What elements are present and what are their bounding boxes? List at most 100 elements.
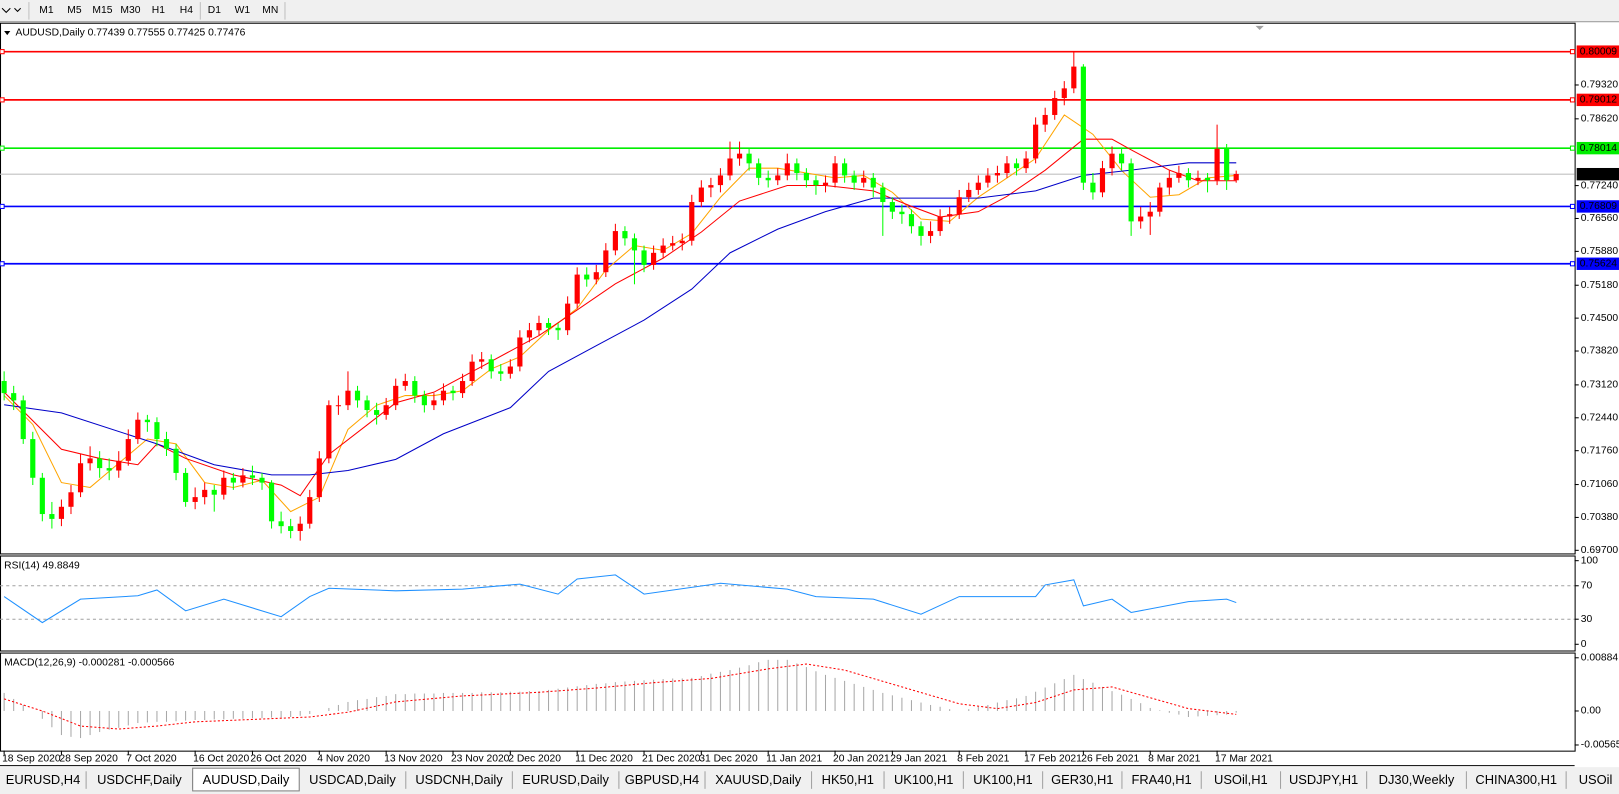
- tab-label[interactable]: USDCNH,Daily: [415, 772, 503, 787]
- level-handle[interactable]: [0, 49, 5, 55]
- tab[interactable]: GER30,H1: [1051, 771, 1123, 789]
- tab-label[interactable]: UK100,H1: [894, 772, 953, 787]
- level-handle[interactable]: [1569, 97, 1576, 103]
- level-handle[interactable]: [0, 145, 5, 151]
- tab[interactable]: EURUSD,H4: [6, 771, 87, 789]
- candle-body: [956, 197, 962, 215]
- tab[interactable]: HK50,H1: [822, 771, 885, 789]
- candle-body: [412, 381, 418, 396]
- x-tick-label: 23 Nov 2020: [451, 754, 510, 765]
- tab[interactable]: EURUSD,Daily: [522, 771, 620, 789]
- candle-body: [1013, 163, 1020, 169]
- candle-body: [68, 492, 74, 507]
- macd-bar: [1178, 710, 1180, 715]
- tab[interactable]: UK100,H1: [973, 771, 1044, 789]
- candle-body: [1061, 88, 1067, 99]
- candle-body: [765, 177, 771, 181]
- macd-bar: [366, 698, 368, 711]
- level-handle[interactable]: [1569, 261, 1576, 267]
- tab-label[interactable]: USDCAD,Daily: [309, 772, 396, 787]
- tab-label[interactable]: AUDUSD,Daily: [203, 772, 290, 787]
- macd-bar: [3, 692, 5, 711]
- candle-body: [450, 390, 456, 394]
- tab[interactable]: GBPUSD,H4: [625, 771, 706, 789]
- macd-bar: [1130, 698, 1132, 711]
- tab-label[interactable]: UK100,H1: [973, 772, 1032, 787]
- candle-body: [565, 303, 571, 331]
- tab[interactable]: USOil,H1: [1214, 771, 1282, 789]
- candle-body: [364, 400, 370, 411]
- timeframe-button[interactable]: D1: [208, 5, 221, 16]
- candle-body: [880, 187, 886, 203]
- tab-label[interactable]: DJ30,Weekly: [1379, 772, 1455, 787]
- tab-label[interactable]: XAUUSD,Daily: [715, 772, 802, 787]
- tab-label[interactable]: USDJPY,H1: [1289, 772, 1358, 787]
- timeframe-button[interactable]: M30: [120, 5, 140, 16]
- level-handle[interactable]: [0, 261, 5, 267]
- tab-label[interactable]: USOil: [1579, 772, 1613, 787]
- macd-bar: [261, 710, 263, 719]
- level-handle[interactable]: [0, 97, 5, 103]
- timeframe-button[interactable]: W1: [235, 5, 251, 16]
- macd-bar: [146, 710, 148, 723]
- tab-label[interactable]: FRA40,H1: [1131, 772, 1191, 787]
- tab[interactable]: DJ30,Weekly: [1379, 771, 1467, 789]
- tab-label[interactable]: EURUSD,H4: [6, 772, 81, 787]
- tab[interactable]: XAUUSD,Daily: [715, 771, 813, 789]
- level-handle[interactable]: [1569, 145, 1576, 151]
- candle-body: [612, 231, 618, 251]
- toolbar-dropdown[interactable]: [1, 7, 22, 14]
- macd-bar: [51, 710, 53, 728]
- level-handle[interactable]: [1569, 203, 1576, 210]
- macd-bar: [1187, 710, 1189, 717]
- tab-label[interactable]: HK50,H1: [822, 772, 874, 787]
- macd-bar: [815, 671, 817, 711]
- current-price-box: [1576, 167, 1619, 181]
- timeframe-button[interactable]: M15: [92, 5, 112, 16]
- tab[interactable]: FRA40,H1: [1131, 771, 1202, 789]
- candle-body: [899, 211, 905, 215]
- tab[interactable]: USDCNH,Daily: [415, 771, 513, 789]
- tab-label[interactable]: USOil,H1: [1214, 772, 1268, 787]
- timeframe-button[interactable]: M5: [67, 5, 82, 16]
- macd-bar: [290, 710, 292, 717]
- level-handle[interactable]: [0, 203, 5, 210]
- x-tick-label: 11 Dec 2020: [575, 754, 633, 765]
- symbol-menu-arrow[interactable]: [4, 30, 11, 36]
- candle-body: [326, 405, 332, 459]
- candle-body: [49, 514, 55, 519]
- tab[interactable]: USDCAD,Daily: [309, 771, 407, 789]
- candle-body: [1052, 98, 1058, 115]
- timeframe-button[interactable]: MN: [262, 5, 278, 16]
- level-handle[interactable]: [1569, 49, 1576, 55]
- tab[interactable]: USOil: [1579, 771, 1619, 789]
- tab[interactable]: AUDUSD,Daily: [192, 767, 300, 792]
- candle-body: [908, 214, 915, 227]
- tab-label[interactable]: EURUSD,Daily: [522, 772, 609, 787]
- tab[interactable]: UK100,H1: [894, 771, 964, 789]
- tab[interactable]: CHINA300,H1: [1475, 771, 1567, 789]
- tab-label[interactable]: GER30,H1: [1051, 772, 1113, 787]
- macd-bar: [1226, 710, 1228, 715]
- tab-label[interactable]: GBPUSD,H4: [625, 772, 700, 787]
- macd-bar: [1111, 691, 1113, 711]
- x-tick-label: 26 Feb 2021: [1081, 754, 1139, 765]
- tab[interactable]: USDJPY,H1: [1289, 771, 1368, 789]
- tab-label[interactable]: USDCHF,Daily: [97, 772, 182, 787]
- timeframe-button[interactable]: H4: [180, 5, 193, 16]
- macd-bar: [710, 673, 712, 711]
- macd-bar: [194, 710, 196, 721]
- candle-body: [97, 458, 103, 469]
- active-tab: [192, 767, 300, 792]
- timeframe-button[interactable]: M1: [39, 5, 54, 16]
- tab[interactable]: USDCHF,Daily: [97, 771, 194, 789]
- candle-body: [679, 240, 685, 244]
- tab-label[interactable]: CHINA300,H1: [1475, 772, 1557, 787]
- candle-body: [106, 468, 112, 471]
- x-tick-label: 31 Dec 2020: [699, 754, 758, 765]
- macd-bar: [1006, 700, 1008, 711]
- candle-body: [1109, 153, 1115, 169]
- macd-bar: [1082, 679, 1084, 711]
- timeframe-button[interactable]: H1: [152, 5, 165, 16]
